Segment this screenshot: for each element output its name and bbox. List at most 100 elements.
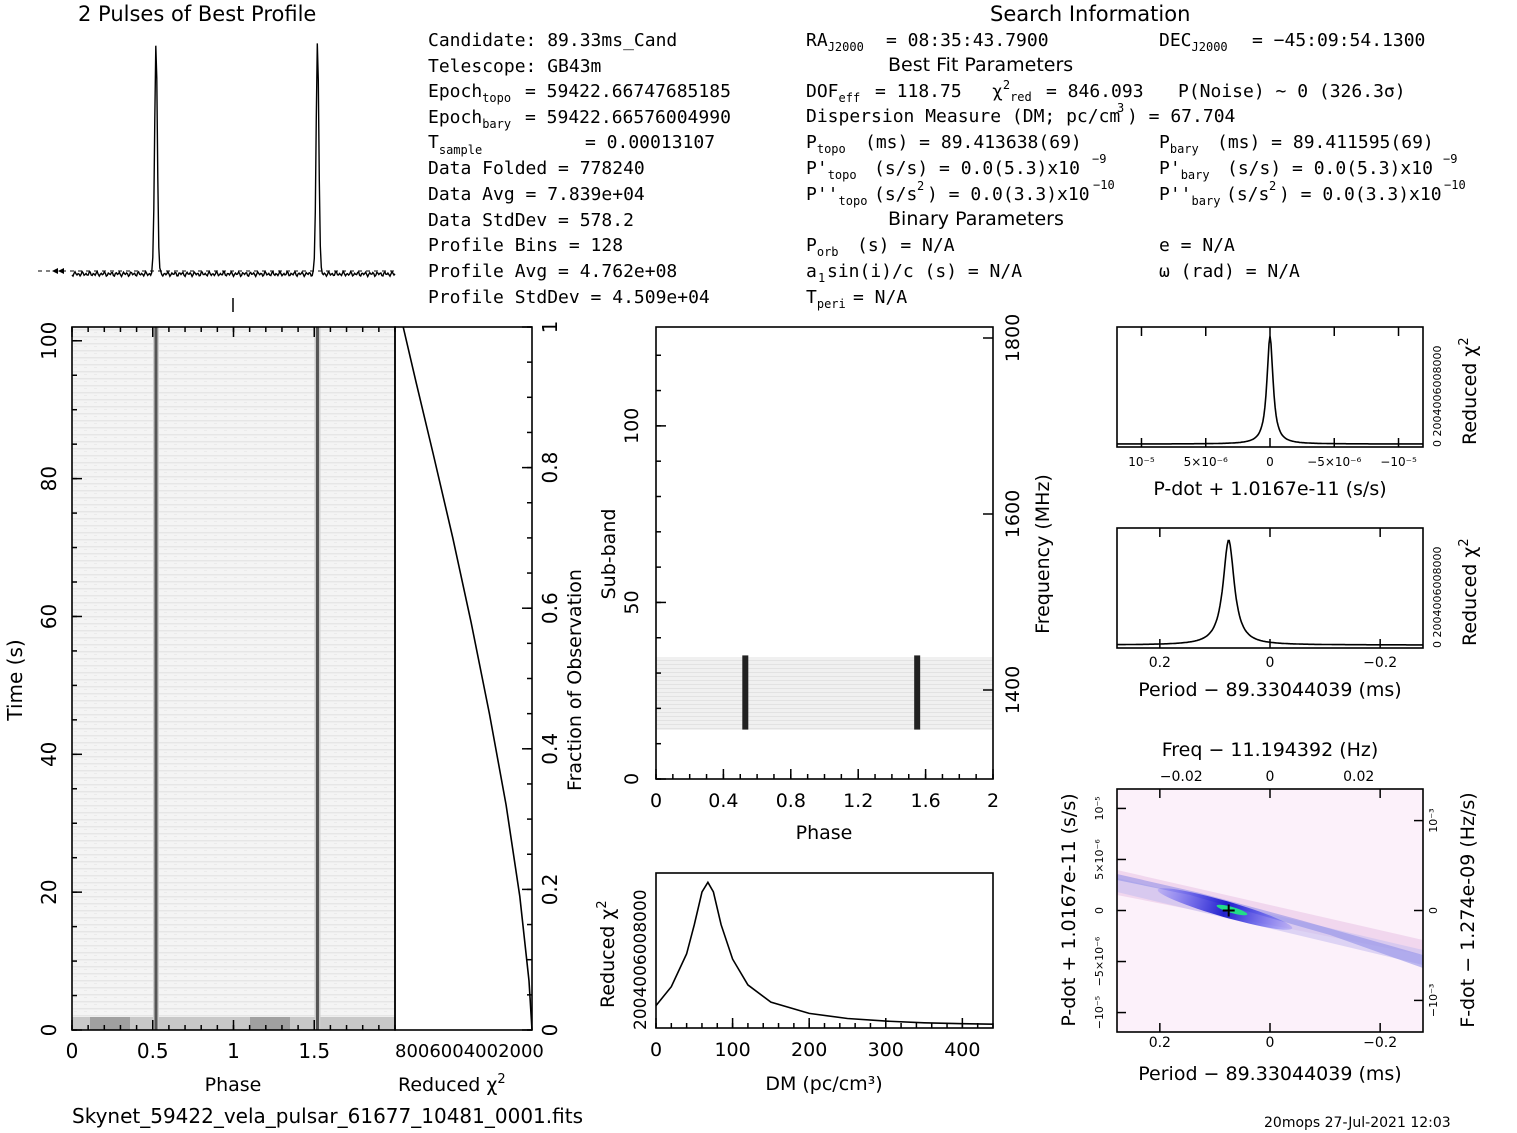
subband-pulse-2 xyxy=(914,655,921,730)
pdd-bary-value: (s/s xyxy=(1226,184,1269,205)
period-xtick-label-0: 0.2 xyxy=(1149,655,1171,671)
subband-phase-plot: 0 0.4 0.8 1.2 1.6 2 0 50 100 1400 1600 1800 Phase S… xyxy=(598,314,1054,844)
epoch-topo-value: = 59422.66747685185 xyxy=(525,81,731,102)
p-pdot-title: Freq − 11.194392 (Hz) xyxy=(1162,739,1379,761)
subband-ylabel: Sub-band xyxy=(598,509,620,600)
dm-xtick-label-3: 300 xyxy=(868,1039,904,1061)
dof-value: = 118.75 xyxy=(875,81,962,102)
pdd-topo-value: (s/s xyxy=(874,184,917,205)
ppd-top-tick-label-2: 0.02 xyxy=(1343,769,1374,785)
p-topo-value: (ms) = 89.413638(69) xyxy=(865,132,1082,153)
subband-ytick-label-2: 100 xyxy=(621,408,643,444)
ecc-text: e = N/A xyxy=(1159,235,1235,256)
p-pdot-middle-band xyxy=(1117,874,1423,968)
subband-xtick-label-5: 2 xyxy=(987,790,999,812)
pdd-bary-label: P''bary xyxy=(1159,184,1220,208)
pdd-topo-tail: ) = 0.0(3.3)x10 xyxy=(927,184,1090,205)
p-bary-value: (ms) = 89.411595(69) xyxy=(1217,132,1434,153)
pdd-bary-tail: ) = 0.0(3.3)x10 xyxy=(1279,184,1442,205)
dm-unit-exponent: 3 xyxy=(1117,101,1124,115)
p-pdot-ylabel-right: F-dot − 1.274e-09 (Hz/s) xyxy=(1457,792,1479,1027)
dof-label: DOFeff xyxy=(806,81,860,105)
data-avg-text: Data Avg = 7.839e+04 xyxy=(428,184,645,205)
dm-xtick-label-1: 100 xyxy=(714,1039,750,1061)
ppd-ytick-label-2: 0 xyxy=(1093,907,1106,914)
ra-value: = 08:35:43.7900 xyxy=(886,30,1049,51)
time-ytick-label-3: 60 xyxy=(37,604,61,629)
epoch-bary-value: = 59422.66576004990 xyxy=(525,107,731,128)
a1sini-value: sin(i)/c (s) = N/A xyxy=(827,261,1022,282)
p-orb-value: (s) = N/A xyxy=(857,235,955,256)
epoch-topo-label: Epochtopo xyxy=(428,81,511,105)
time-ytick-label-4: 80 xyxy=(37,466,61,491)
chi2-fraction-plot: 00.20.40.60.81 8006004002000 Reduced χ2 … xyxy=(394,321,586,1096)
time-phase-first-row-dark-2 xyxy=(250,1017,290,1030)
time-pulse-2 xyxy=(315,327,319,1030)
p-pdot-xlabel: Period − 89.33044039 (ms) xyxy=(1138,1063,1401,1085)
profile-bins-text: Profile Bins = 128 xyxy=(428,235,623,256)
p-orb-label: Porb xyxy=(806,235,839,259)
binary-title: Binary Parameters xyxy=(888,208,1064,230)
telescope-text: Telescope: GB43m xyxy=(428,56,601,77)
chi2-label: χ2red xyxy=(992,78,1032,104)
pdd-topo-unit-exponent: 2 xyxy=(917,179,924,193)
pdot-xtick-label-1: 5×10⁻⁶ xyxy=(1184,455,1228,469)
footer-stamp: 20mops 27-Jul-2021 12:03 xyxy=(1264,1115,1451,1131)
profile-error-marker xyxy=(52,268,64,274)
chi2-fraction-xlabel: Reduced χ2 xyxy=(398,1072,506,1096)
subband-xtick-label-3: 1.2 xyxy=(843,790,873,812)
time-xtick-label-0: 0 xyxy=(66,1039,79,1063)
pdot-xlabel: P-dot + 1.0167e-11 (s/s) xyxy=(1153,478,1386,500)
ppd-ytick-label-4: −10⁻⁵ xyxy=(1093,996,1106,1029)
p-topo-label: Ptopo xyxy=(806,132,846,156)
pdot-xtick-label-4: −10⁻⁵ xyxy=(1380,455,1417,469)
dm-frame xyxy=(655,872,994,1029)
frac-ytick-label-5: 1 xyxy=(538,321,562,334)
pd-topo-exponent: −9 xyxy=(1092,152,1106,166)
period-plot: 0.2 0 −0.2 0 2004006008000 Reduced χ2 Peri… xyxy=(1116,527,1481,701)
subband-pulse-1 xyxy=(742,655,749,730)
subband-xtick-label-4: 1.6 xyxy=(910,790,940,812)
frac-ytick-label-0: 0 xyxy=(538,1024,562,1037)
period-frame xyxy=(1116,527,1424,649)
pd-bary-exponent: −9 xyxy=(1443,152,1457,166)
frac-ytick-label-3: 0.6 xyxy=(538,592,562,624)
chi2-fraction-frame xyxy=(394,326,533,1031)
pdot-xtick-label-3: −5×10⁻⁶ xyxy=(1307,455,1361,469)
pd-topo-label: P'topo xyxy=(806,158,857,182)
ppd-top-tick-label-1: 0 xyxy=(1266,769,1275,785)
pdd-bary-exponent: −10 xyxy=(1444,178,1466,192)
profile-plot xyxy=(38,43,396,312)
p-pdot-best-marker xyxy=(1222,904,1235,917)
period-ylabel: Reduced χ2 xyxy=(1457,538,1481,646)
omega-text: ω (rad) = N/A xyxy=(1159,261,1300,282)
subband-freq-label-2: 1800 xyxy=(1002,314,1024,362)
a1sini-subscript: 1 xyxy=(818,271,825,285)
dm-curve xyxy=(655,880,994,1025)
pdot-ylabel: Reduced χ2 xyxy=(1457,337,1481,445)
chi2-fraction-curve xyxy=(402,326,533,1031)
subband-ytick-label-0: 0 xyxy=(621,773,643,785)
a1sini-label: a xyxy=(806,261,817,282)
frac-ytick-label-1: 0.2 xyxy=(538,873,562,905)
time-xtick-label-2: 1 xyxy=(227,1039,240,1063)
pdot-plot: 10⁻⁵ 5×10⁻⁶ 0 −5×10⁻⁶ −10⁻⁵ 0 2004006008000 … xyxy=(1116,326,1481,500)
subband-xlabel: Phase xyxy=(796,822,853,844)
dm-xlabel: DM (pc/cm³) xyxy=(765,1073,882,1095)
dec-value: = −45:09:54.1300 xyxy=(1252,30,1425,51)
period-xtick-label-2: −0.2 xyxy=(1363,655,1397,671)
subband-xtick-label-1: 0.4 xyxy=(708,790,738,812)
profile-curve xyxy=(71,43,396,279)
pd-bary-label: P'bary xyxy=(1159,158,1210,182)
time-pulse-1 xyxy=(154,327,158,1030)
dm-xtick-label-0: 0 xyxy=(650,1039,662,1061)
frac-ytick-label-4: 0.8 xyxy=(538,452,562,484)
period-yticks: 0 2004006008000 xyxy=(1431,547,1444,648)
ppd-top-tick-label-0: −0.02 xyxy=(1160,769,1203,785)
file-name: Skynet_59422_vela_pulsar_61677_10481_000… xyxy=(72,1104,583,1128)
pdd-bary-unit-exponent: 2 xyxy=(1269,179,1276,193)
dm-plot: 0 100 200 300 400 2004006008000 DM (pc/cm³) … xyxy=(595,872,994,1095)
subband-freq-label-0: 1400 xyxy=(1002,666,1024,714)
dec-label: DECJ2000 xyxy=(1159,30,1228,54)
